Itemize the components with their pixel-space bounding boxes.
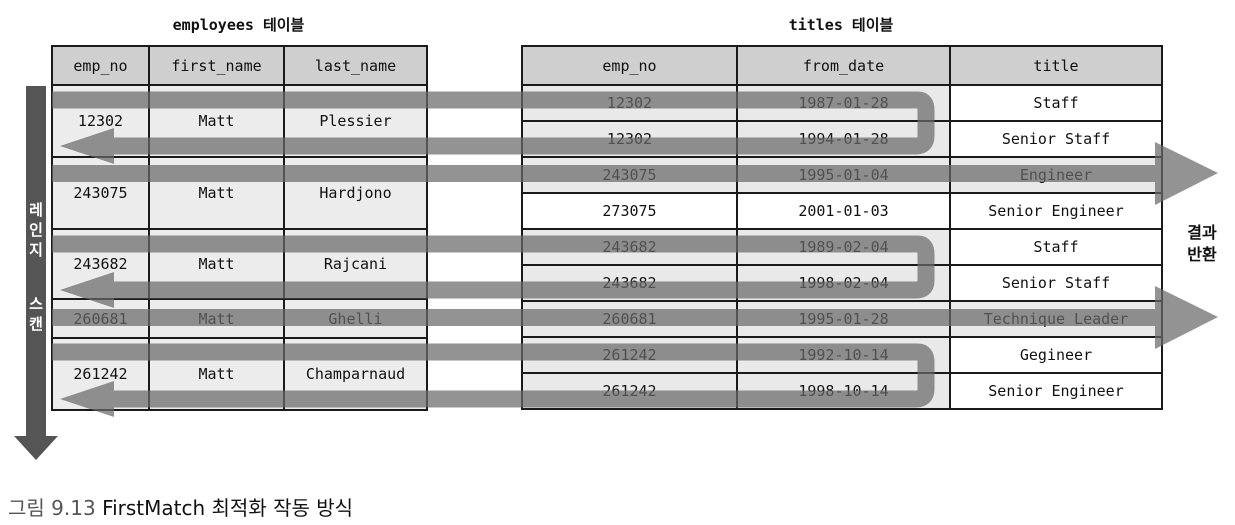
- figure-number: 그림 9.13: [8, 496, 96, 520]
- lookup-arrow-261242: [52, 343, 935, 417]
- range-scan-label-4: 스: [29, 295, 43, 313]
- table-row: 273075 2001-01-03 Senior Engineer: [521, 192, 1163, 230]
- range-scan-label-2: 인: [29, 221, 43, 239]
- cell-title: Senior Staff: [949, 120, 1163, 158]
- cell-first-name: Matt: [148, 156, 285, 230]
- header-emp-no: emp_no: [521, 45, 738, 86]
- figure-caption-text: FirstMatch 최적화 작동 방식: [102, 496, 354, 520]
- header-from-date: from_date: [736, 45, 951, 86]
- employees-table-title: employees 테이블: [172, 16, 305, 34]
- result-arrow-243075: [52, 142, 1218, 205]
- lookup-arrow-243682: [52, 235, 935, 308]
- range-scan-label-3: 지: [29, 241, 43, 259]
- employees-header-row: emp_no first_name last_name: [51, 45, 428, 86]
- header-last-name: last_name: [283, 45, 428, 86]
- header-title: title: [949, 45, 1163, 86]
- range-scan-arrow: [14, 86, 58, 460]
- result-return-label: 결과 반환: [1182, 222, 1222, 266]
- cell-title: Senior Engineer: [949, 372, 1163, 410]
- table-row: 243075 Matt Hardjono: [51, 156, 428, 230]
- result-label-line2: 반환: [1187, 245, 1217, 264]
- cell-from-date: 2001-01-03: [736, 192, 951, 230]
- titles-header-row: emp_no from_date title: [521, 45, 1163, 86]
- result-label-line1: 결과: [1187, 223, 1217, 242]
- cell-emp-no: 273075: [521, 192, 738, 230]
- cell-title: Senior Engineer: [949, 192, 1163, 230]
- range-scan-label-5: 캔: [29, 315, 43, 333]
- range-scan-label-1: 레: [29, 201, 43, 219]
- header-first-name: first_name: [148, 45, 285, 86]
- table-row: 12302 1987-01-28 Staff: [521, 84, 1163, 122]
- cell-title: Gegineer: [949, 336, 1163, 374]
- header-emp-no: emp_no: [51, 45, 150, 86]
- result-arrow-260681: [52, 286, 1218, 349]
- titles-table-title: titles 테이블: [788, 16, 894, 34]
- cell-title: Staff: [949, 84, 1163, 122]
- figure-caption: 그림 9.13 FirstMatch 최적화 작동 방식: [8, 492, 353, 521]
- cell-title: Senior Staff: [949, 264, 1163, 302]
- cell-title: Staff: [949, 228, 1163, 266]
- lookup-arrow-12302: [52, 91, 935, 164]
